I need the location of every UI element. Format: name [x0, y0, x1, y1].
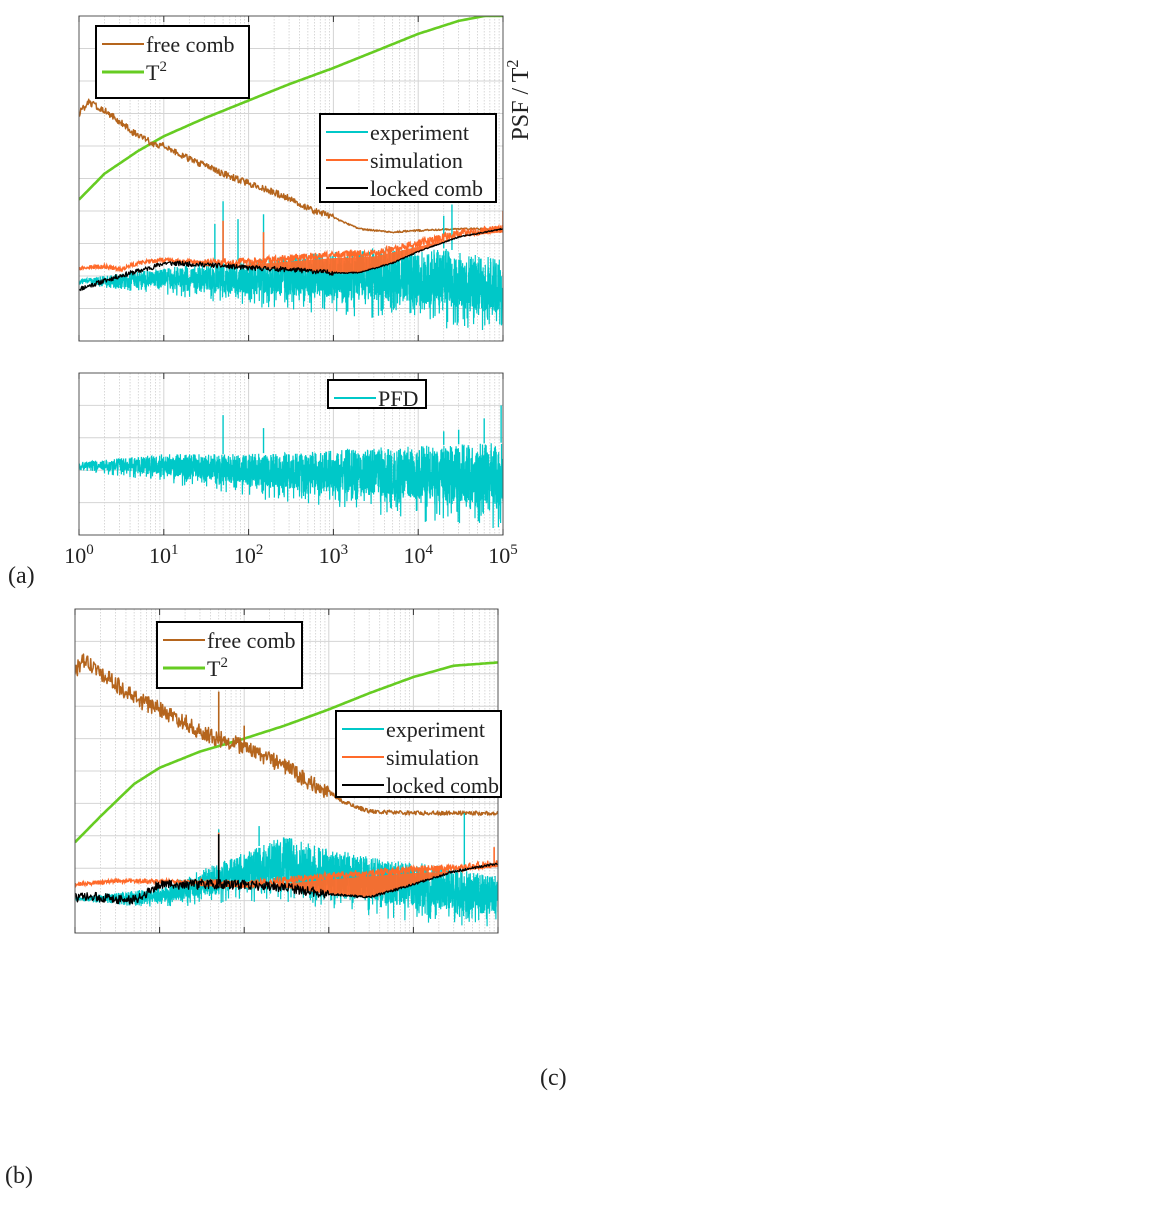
legend-label: locked comb	[370, 176, 483, 201]
legend-label: PFD	[378, 386, 418, 411]
panel-label-b: (b)	[5, 1163, 33, 1189]
series-free-comb	[75, 653, 498, 816]
series-free-comb	[79, 98, 503, 234]
legend-label: T2	[146, 59, 167, 85]
x-tick-label: 100	[64, 542, 93, 568]
chart-panel-a-bottom: 100 101 102 103 104 105 PFD	[64, 372, 518, 568]
legend-label: experiment	[386, 717, 485, 742]
series-group	[75, 653, 498, 927]
x-tick-label: 103	[319, 542, 348, 568]
series-simulation	[79, 223, 503, 273]
legend-label: free comb	[207, 628, 296, 653]
legend-label: free comb	[146, 32, 235, 57]
right-axis-label: PSF / T2	[0, 0, 41, 6]
x-tick-label: 101	[149, 542, 178, 568]
x-tick-label: 102	[234, 542, 263, 568]
legend-label: simulation	[386, 745, 479, 770]
legend-box	[327, 379, 427, 409]
right-axis-label: PSF / T2	[503, 59, 534, 140]
series-experiment	[79, 246, 503, 331]
series-group	[79, 16, 503, 331]
series-simulation-fill	[200, 863, 498, 898]
series-simulation	[75, 860, 498, 890]
x-tick-label: 105	[488, 542, 517, 568]
legend-box	[156, 621, 303, 689]
legend-label: experiment	[370, 120, 469, 145]
legend-label: T2	[207, 655, 228, 681]
series-pfd	[79, 443, 503, 529]
panel-label-c: (c)	[540, 1065, 567, 1091]
legend-label: simulation	[370, 148, 463, 173]
series-group	[79, 405, 503, 529]
series-simulation-fill	[204, 228, 503, 273]
series-locked-comb	[75, 862, 498, 905]
legend-box	[335, 710, 502, 798]
series-locked-comb	[79, 228, 503, 292]
x-tick-label: 104	[403, 542, 433, 568]
panel-label-a: (a)	[8, 563, 35, 589]
plot-frame	[78, 15, 504, 342]
plot-frame	[78, 372, 504, 536]
legend-label: locked comb	[386, 773, 499, 798]
legend-box	[95, 25, 250, 99]
series-t-2	[75, 661, 498, 844]
